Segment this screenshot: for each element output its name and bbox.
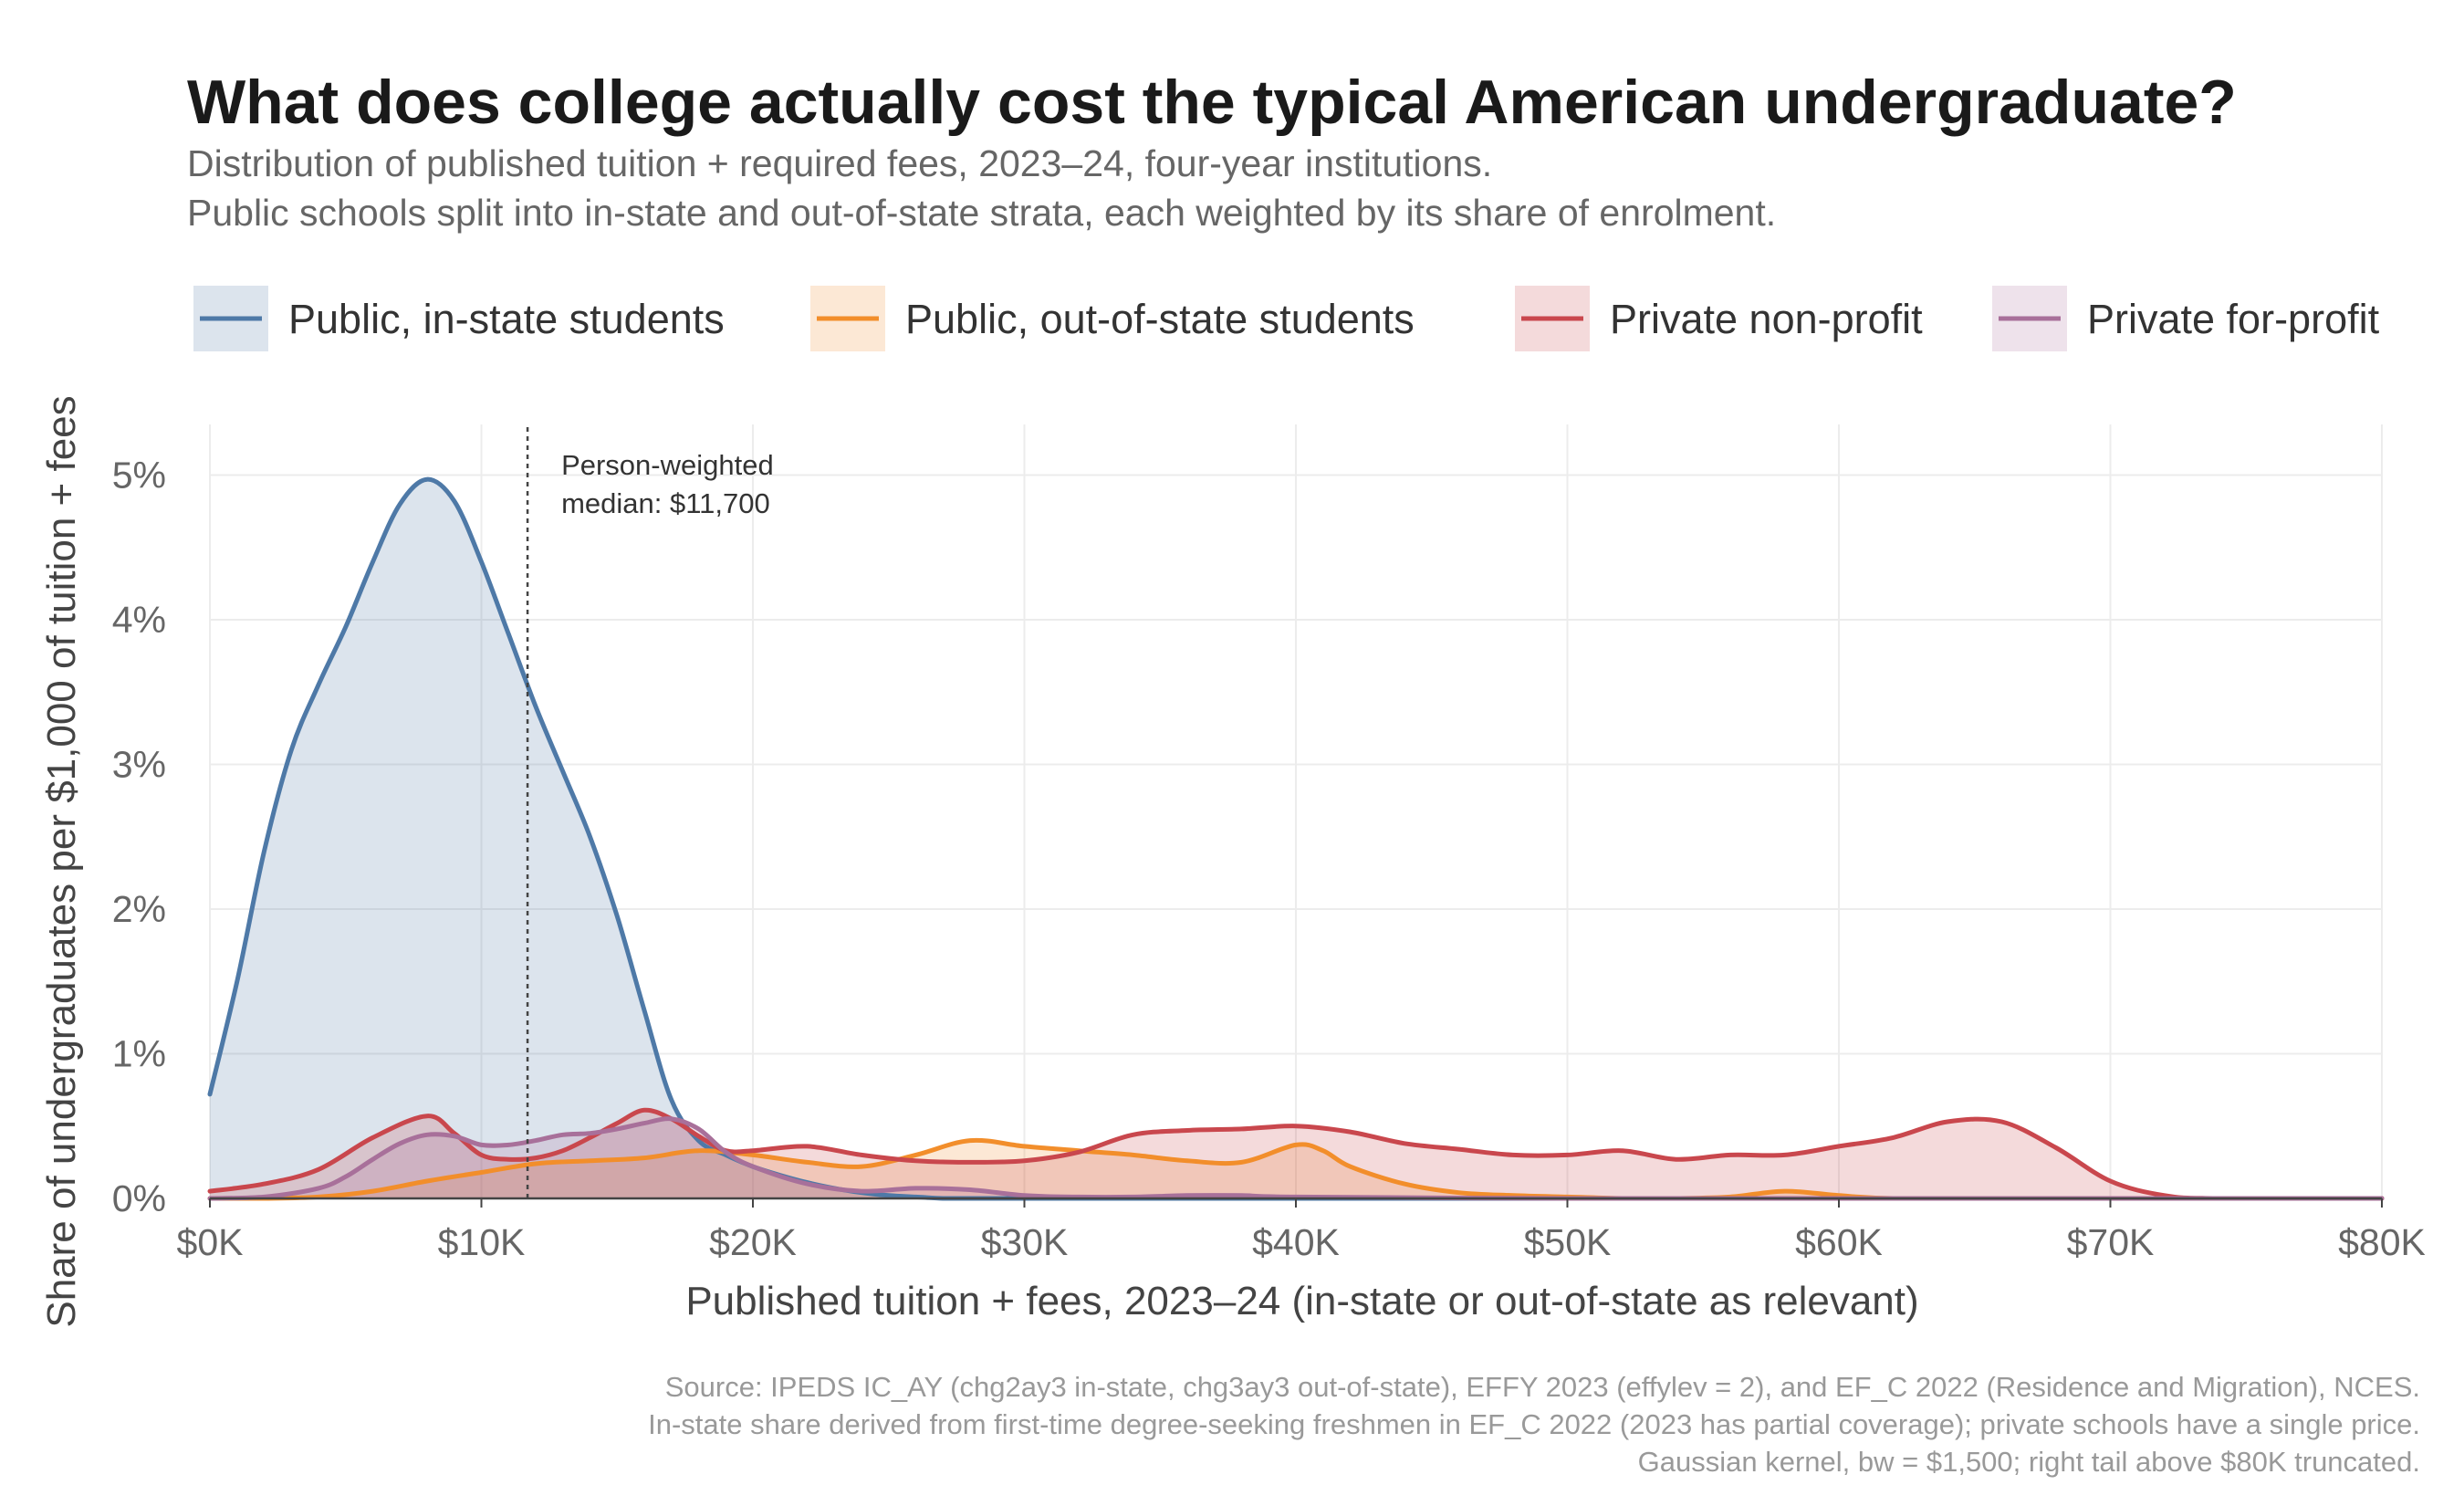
axes: $0K $10K $20K $30K $40K $50K $60K $70K $80K 0% 1% 2… [112,454,2426,1263]
legend: Public, in-state students Public, out-of-… [193,286,2380,351]
x-tick-label: $80K [2338,1221,2426,1263]
x-tick-label: $0K [177,1221,244,1263]
x-tick-label: $50K [1524,1221,1612,1263]
y-tick-label: 4% [112,599,166,641]
median-label-line: Person-weighted [561,449,774,481]
area-public-out-of-state-students [210,1140,2382,1198]
line-private-non-profit [207,1107,2385,1201]
y-tick-label: 5% [112,454,166,496]
legend-label-private-for-profit: Private for-profit [2087,296,2380,342]
x-tick-label: $70K [2067,1221,2155,1263]
y-tick-label: 2% [112,888,166,930]
area-private-for-profit [210,1118,2382,1198]
caption-line-2: In-state share derived from first-time d… [648,1408,2420,1440]
median-annotation: Person-weighted median: $11,700 [526,427,774,1198]
legend-label-private-non-profit: Private non-profit [1610,296,1923,342]
y-axis-label: Share of undergraduates per $1,000 of tu… [39,395,84,1327]
x-tick-label: $40K [1252,1221,1340,1263]
chart-subtitle-line-1: Distribution of published tuition + requ… [187,142,1492,184]
legend-label-public-in-state-students: Public, in-state students [288,296,725,342]
legend-label-public-out-of-state-students: Public, out-of-state students [905,296,1415,342]
series-areas [210,479,2382,1198]
gridlines [209,424,2383,1199]
x-tick-label: $10K [438,1221,526,1263]
chart-title: What does college actually cost the typi… [187,68,2237,137]
y-tick-label: 0% [112,1177,166,1219]
x-axis-label: Published tuition + fees, 2023–24 (in-st… [685,1279,1918,1323]
chart-subtitle-line-2: Public schools split into in-state and o… [187,192,1776,234]
x-tick-label: $60K [1795,1221,1883,1263]
caption-line-1: Source: IPEDS IC_AY (chg2ay3 in-state, c… [665,1371,2420,1403]
y-tick-label: 3% [112,743,166,785]
median-label-line: median: $11,700 [561,487,770,519]
area-private-non-profit [210,1110,2382,1198]
caption-line-3: Gaussian kernel, bw = $1,500; right tail… [1638,1446,2420,1478]
x-tick-label: $20K [709,1221,797,1263]
area-public-in-state-students [210,479,2382,1198]
y-tick-label: 1% [112,1032,166,1074]
x-tick-label: $30K [981,1221,1069,1263]
line-public-out-of-state-students [207,1137,2385,1201]
